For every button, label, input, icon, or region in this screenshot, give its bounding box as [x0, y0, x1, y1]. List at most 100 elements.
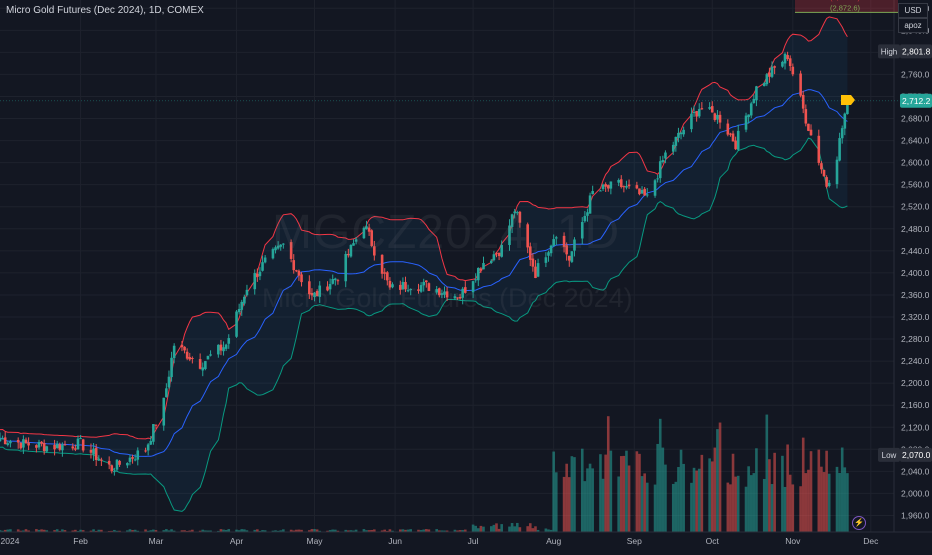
volume-bar: [708, 458, 711, 532]
candle-body: [227, 338, 231, 344]
volume-bar: [749, 475, 753, 532]
price-tick-label: 2,680.0: [901, 114, 930, 124]
candle-body: [565, 245, 568, 255]
volume-bar: [710, 461, 714, 532]
candle-body: [617, 180, 620, 183]
candle-body: [456, 297, 459, 299]
volume-bar: [115, 530, 119, 532]
candle-body: [489, 260, 493, 263]
volume-bar: [489, 526, 493, 532]
candle-body: [427, 283, 431, 291]
volume-bar: [100, 529, 103, 532]
volume-bar: [391, 530, 394, 532]
candle-body: [599, 190, 602, 192]
candle-body: [671, 144, 675, 152]
candle-body: [3, 437, 7, 445]
time-tick-label: Jul: [468, 536, 479, 546]
candle-body: [783, 53, 787, 64]
candle-body: [664, 152, 667, 159]
volume-bar: [417, 529, 420, 532]
volume-bar: [188, 530, 192, 532]
volume-bar: [388, 529, 392, 532]
time-tick-label: Nov: [785, 536, 801, 546]
candle-body: [300, 274, 303, 283]
candle-body: [61, 444, 64, 451]
high-tag-label: High: [881, 47, 897, 56]
volume-bar: [700, 454, 704, 532]
volume-bar: [747, 466, 750, 532]
candle-body: [365, 226, 368, 230]
volume-bar: [443, 530, 446, 532]
volume-bar: [133, 529, 137, 532]
volume-bar: [419, 530, 423, 532]
volume-bar: [526, 526, 529, 532]
volume-bar: [425, 529, 428, 532]
candle-body: [404, 281, 407, 290]
candle-body: [313, 292, 316, 298]
price-tick-label: 2,480.0: [901, 224, 930, 234]
volume-bar: [458, 530, 462, 532]
volume-bar: [817, 449, 821, 532]
price-tick-label: 2,160.0: [901, 400, 930, 410]
flash-icon[interactable]: ⚡: [852, 516, 866, 530]
candle-body: [580, 222, 584, 239]
currency-button[interactable]: USD: [898, 3, 928, 18]
candle-body: [76, 438, 80, 450]
candle-body: [710, 106, 714, 113]
price-tick-label: 2,440.0: [901, 246, 930, 256]
time-tick-label: Aug: [546, 536, 561, 546]
volume-bar: [671, 483, 675, 532]
volume-bar: [495, 523, 498, 532]
candle-body: [362, 227, 366, 239]
volume-bars: [0, 414, 849, 532]
candle-body: [604, 184, 607, 187]
candle-body: [471, 281, 475, 293]
volume-bar: [463, 529, 467, 532]
candle-body: [289, 242, 293, 259]
candle-body: [370, 230, 374, 246]
volume-bar: [476, 528, 480, 532]
candle-body: [518, 211, 522, 223]
candle-body: [510, 214, 514, 227]
volume-bar: [515, 522, 519, 532]
volume-bar: [282, 529, 285, 532]
volume-bar: [271, 530, 275, 532]
volume-bar: [97, 529, 101, 532]
volume-bar: [237, 530, 241, 532]
candle-body: [282, 243, 285, 245]
candle-body: [674, 136, 678, 146]
volume-bar: [549, 529, 553, 532]
volume-bar: [653, 484, 657, 532]
volume-bar: [528, 523, 532, 532]
volume-bar: [820, 466, 823, 532]
volume-bar: [22, 530, 25, 532]
volume-bar: [713, 447, 717, 532]
volume-bar: [570, 456, 574, 532]
volume-bar: [165, 529, 168, 532]
candle-body: [245, 289, 249, 296]
candle-body: [734, 140, 737, 150]
volume-bar: [245, 530, 249, 532]
price-tick-label: 2,360.0: [901, 290, 930, 300]
volume-bar: [445, 530, 449, 532]
candle-body: [781, 61, 784, 67]
volume-bar: [552, 451, 555, 532]
volume-bar: [81, 530, 85, 532]
price-tick-label: 2,040.0: [901, 466, 930, 476]
volume-bar: [822, 472, 826, 532]
volume-bar: [256, 529, 259, 532]
candle-body: [552, 239, 555, 247]
candle-body: [261, 262, 264, 271]
volume-bar: [334, 529, 337, 532]
candle-body: [638, 188, 641, 195]
candle-body: [1, 438, 4, 440]
volume-bar: [40, 529, 43, 532]
user-label[interactable]: apoz: [898, 18, 928, 33]
volume-bar: [773, 452, 776, 532]
low-tag-label: Low: [882, 451, 897, 460]
candle-body: [690, 113, 693, 130]
candle-body: [201, 367, 205, 371]
time-tick-label: Apr: [230, 536, 243, 546]
